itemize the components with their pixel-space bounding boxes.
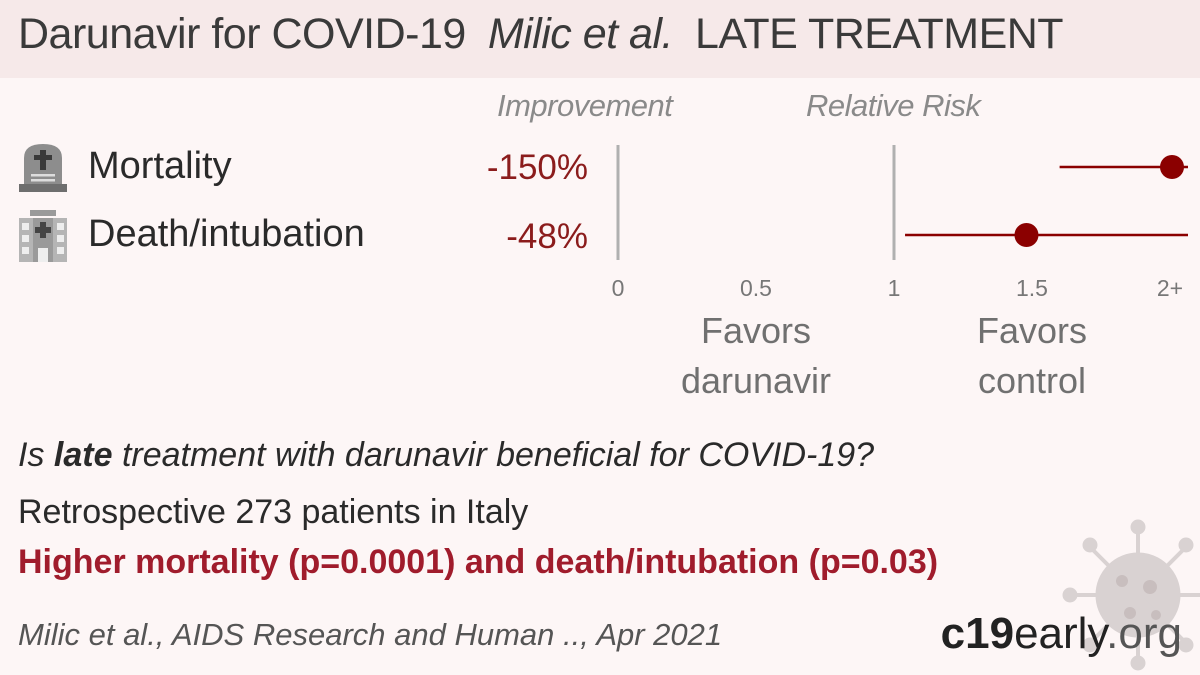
brand-part-3: .org: [1106, 609, 1182, 658]
x-tick-label-4: 2+: [1157, 275, 1183, 301]
x-tick-label-2: 1: [888, 275, 901, 301]
improvement-value-mortality: -150%: [486, 148, 588, 187]
result-text: Higher mortality (p=0.0001) and death/in…: [18, 543, 939, 581]
x-tick-label-1: 0.5: [740, 275, 772, 301]
forest-plot: 0 0.5 1 1.5 2+: [612, 145, 1188, 301]
favors-left-text: Favors darunavir: [680, 310, 832, 401]
brand-part-2: early: [1014, 609, 1107, 658]
question-suffix: treatment with darunavir beneficial for …: [112, 436, 875, 474]
title-drug: Darunavir for COVID-19: [18, 10, 466, 58]
question-bold: late: [53, 436, 113, 474]
hospital-icon: [19, 210, 67, 262]
study-description: Retrospective 273 patients in Italy: [18, 493, 529, 531]
point-estimate-1: [1014, 223, 1039, 247]
title-stage: LATE TREATMENT: [694, 10, 1064, 58]
citation-text: Milic et al., AIDS Research and Human ..…: [18, 617, 723, 652]
title-study: Milic et al.: [487, 10, 674, 58]
page-title: Darunavir for COVID-19 Milic et al. LATE T…: [18, 10, 1064, 59]
relative-risk-column-header: Relative Risk: [806, 88, 981, 123]
outcome-label-death-intubation: Death/intubation: [88, 213, 365, 255]
outcome-label-mortality: Mortality: [88, 145, 232, 187]
question-prefix: Is: [18, 436, 54, 474]
virus-icon: [1062, 519, 1200, 671]
brand-part-1: c19: [940, 609, 1015, 658]
favors-right-text: Favors control: [976, 310, 1088, 401]
improvement-column-header: Improvement: [497, 88, 673, 123]
question-text: Is late treatment with darunavir benefic…: [18, 436, 874, 475]
tombstone-icon: [19, 144, 67, 192]
favors-right-label: Favors control: [932, 306, 1132, 406]
brand-logo: c19early.org: [941, 609, 1182, 659]
x-tick-label-0: 0: [612, 275, 625, 301]
header-bar: Darunavir for COVID-19 Milic et al. LATE T…: [0, 0, 1200, 78]
x-tick-label-3: 1.5: [1016, 275, 1048, 301]
point-estimate-0: [1160, 155, 1184, 179]
improvement-value-death-intubation: -48%: [506, 217, 588, 256]
favors-left-label: Favors darunavir: [656, 306, 856, 406]
